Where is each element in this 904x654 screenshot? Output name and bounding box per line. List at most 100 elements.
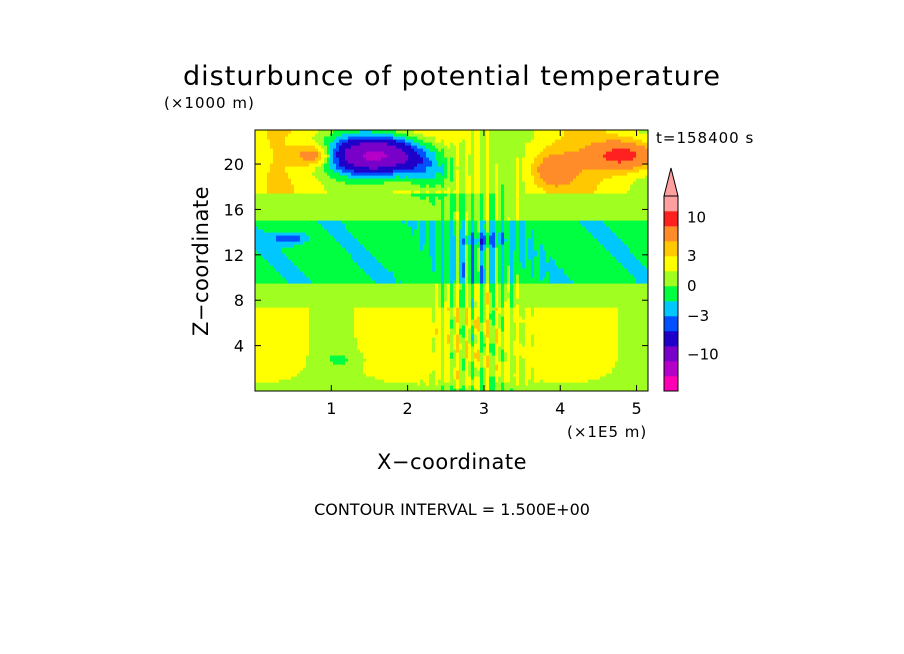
field-cell	[513, 268, 532, 272]
field-cell	[495, 346, 499, 350]
field-cell	[465, 193, 472, 197]
field-cell	[501, 370, 505, 374]
field-cell	[549, 274, 568, 278]
field-cell	[474, 232, 481, 236]
field-cell	[402, 280, 442, 284]
field-cell	[408, 175, 436, 179]
field-cell	[456, 361, 460, 365]
field-cell	[441, 298, 445, 302]
field-cell	[498, 301, 502, 305]
field-cell	[546, 190, 595, 194]
field-cell	[504, 382, 517, 386]
field-cell	[255, 262, 271, 266]
field-cell	[444, 154, 457, 158]
field-cell	[435, 151, 445, 155]
field-cell	[528, 238, 535, 242]
field-cell	[483, 355, 487, 359]
field-cell	[456, 232, 460, 236]
field-cell	[441, 274, 445, 278]
field-cell	[504, 358, 508, 362]
field-cell	[501, 310, 505, 314]
field-cell	[528, 250, 538, 254]
field-cell	[441, 349, 445, 353]
field-cell	[459, 229, 466, 233]
field-cell	[477, 349, 481, 353]
field-cell	[447, 334, 451, 338]
field-cell	[444, 316, 451, 320]
field-cell	[489, 346, 496, 350]
field-cell	[459, 313, 466, 317]
field-cell	[357, 340, 433, 344]
colorbar-band	[664, 241, 678, 257]
field-cell	[474, 301, 478, 305]
field-cell	[606, 139, 622, 143]
field-cell	[639, 130, 648, 134]
field-cell	[534, 274, 541, 278]
field-cell	[456, 337, 460, 341]
field-cell	[516, 160, 520, 164]
field-cell	[474, 319, 481, 323]
field-cell	[495, 274, 499, 278]
field-cell	[534, 181, 547, 185]
field-cell	[516, 193, 520, 197]
field-cell	[525, 376, 532, 380]
field-cell	[468, 385, 472, 389]
field-cell	[516, 175, 520, 179]
field-cell	[459, 343, 463, 347]
field-cell	[447, 169, 451, 173]
field-cell	[453, 310, 457, 314]
field-cell	[483, 262, 487, 266]
field-cell	[486, 130, 490, 134]
field-cell	[534, 340, 619, 344]
field-cell	[474, 181, 481, 185]
field-cell	[510, 307, 514, 311]
field-cell	[507, 268, 511, 272]
field-cell	[486, 181, 490, 185]
field-cell	[546, 256, 550, 260]
field-cell	[465, 241, 469, 245]
colorbar-band	[664, 226, 678, 242]
field-cell	[456, 211, 460, 215]
field-cell	[465, 154, 469, 158]
field-cell	[417, 163, 433, 167]
field-cell	[483, 376, 487, 380]
field-cell	[435, 265, 442, 269]
field-cell	[489, 352, 493, 356]
field-cell	[480, 202, 484, 206]
field-cell	[456, 295, 460, 299]
field-cell	[423, 133, 472, 137]
field-cell	[255, 325, 310, 329]
field-cell	[498, 277, 502, 281]
field-cell	[465, 169, 469, 173]
field-cell	[315, 139, 325, 143]
field-cell	[618, 259, 640, 263]
field-cell	[309, 310, 355, 314]
field-cell	[462, 223, 466, 227]
field-cell	[534, 370, 613, 374]
field-cell	[498, 172, 517, 176]
field-cell	[444, 265, 451, 269]
field-cell	[549, 256, 553, 260]
field-cell	[255, 229, 265, 233]
field-cell	[522, 316, 526, 320]
field-cell	[504, 211, 517, 215]
field-cell	[447, 295, 451, 299]
field-cell	[471, 142, 475, 146]
field-cell	[498, 328, 502, 332]
field-cell	[435, 370, 442, 374]
field-cell	[402, 148, 415, 152]
field-cell	[489, 325, 496, 329]
field-cell	[513, 289, 517, 293]
field-cell	[492, 298, 496, 302]
field-cell	[468, 160, 475, 164]
field-cell	[486, 268, 490, 272]
field-cell	[483, 208, 487, 212]
field-cell	[480, 190, 487, 194]
field-cell	[621, 160, 648, 164]
field-cell	[411, 190, 415, 194]
field-cell	[255, 307, 310, 311]
field-cell	[483, 328, 487, 332]
field-cell	[501, 286, 505, 290]
field-cell	[444, 220, 451, 224]
field-cell	[369, 250, 430, 254]
